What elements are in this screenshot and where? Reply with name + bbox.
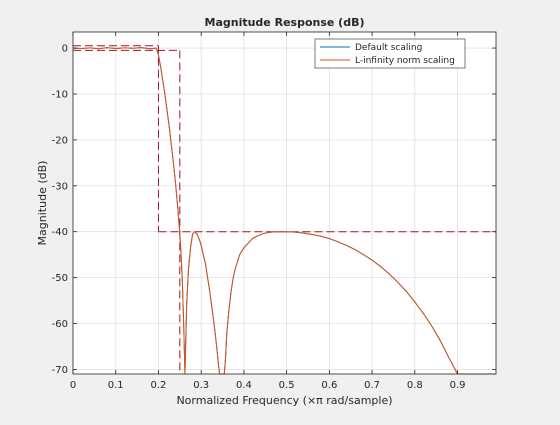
x-tick-label: 0.6 — [321, 380, 337, 391]
specification-mask — [73, 45, 496, 374]
x-tick-label: 0.2 — [151, 380, 167, 391]
y-tick-label: -30 — [52, 181, 68, 192]
x-tick-label: 0.1 — [108, 380, 124, 391]
x-tick-label: 0.9 — [450, 380, 466, 391]
y-tick-label: -20 — [52, 135, 68, 146]
x-tick-label: 0.4 — [236, 380, 252, 391]
legend-label-l-infinity-norm-scaling: L-infinity norm scaling — [355, 56, 455, 66]
y-axis-ticks: 0 -10 -20 -30 -40 -50 -60 -70 — [52, 44, 496, 376]
x-axis-ticks: 0 0.1 0.2 0.3 0.4 0.5 0.6 0.7 0.8 0.9 — [70, 32, 466, 391]
chart-title: Magnitude Response (dB) — [205, 16, 365, 29]
y-tick-label: -50 — [52, 273, 68, 284]
y-tick-label: -10 — [52, 89, 68, 100]
x-tick-label: 0.7 — [364, 380, 380, 391]
x-axis-label: Normalized Frequency (×π rad/sample) — [176, 394, 392, 407]
y-axis-label: Magnitude (dB) — [36, 161, 49, 246]
axes-background — [73, 32, 496, 374]
legend[interactable]: Default scaling L-infinity norm scaling — [314, 38, 466, 69]
x-tick-label: 0.3 — [193, 380, 209, 391]
y-tick-label: -60 — [52, 319, 68, 330]
x-tick-label: 0.5 — [279, 380, 295, 391]
legend-label-default-scaling: Default scaling — [355, 43, 422, 53]
y-tick-label: -70 — [52, 365, 68, 376]
y-tick-label: 0 — [62, 44, 68, 55]
y-tick-label: -40 — [52, 227, 68, 238]
legend-box — [314, 38, 466, 69]
x-tick-label: 0 — [70, 380, 76, 391]
x-tick-label: 0.8 — [407, 380, 423, 391]
axes-frame — [72, 31, 497, 375]
